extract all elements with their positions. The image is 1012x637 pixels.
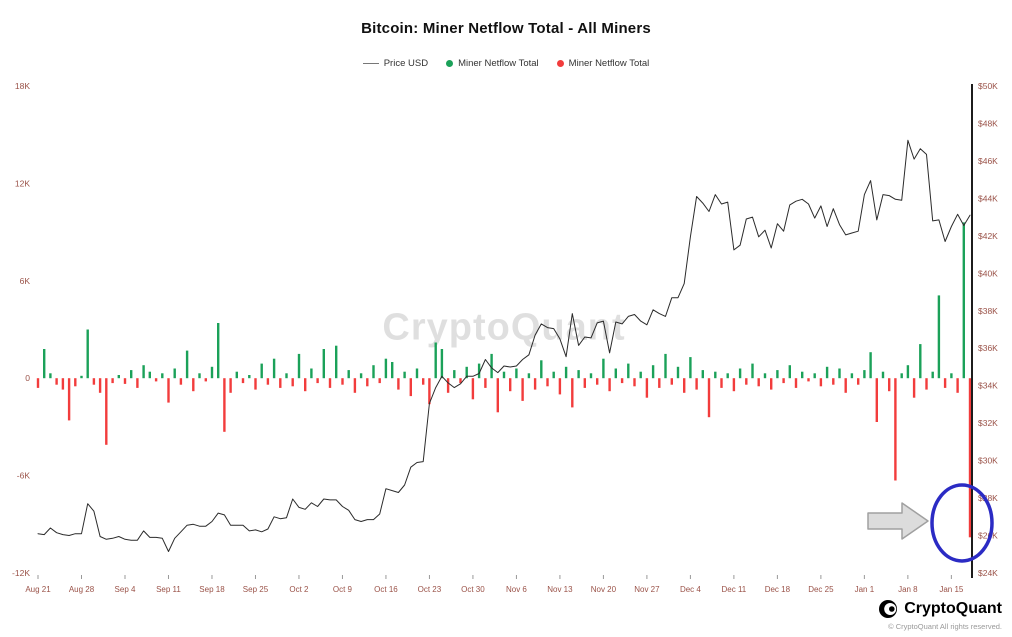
cryptoquant-logo-icon [879,600,898,618]
x-axis-tick: Nov 27 [634,585,660,594]
copyright-text: © CryptoQuant All rights reserved. [888,622,1002,631]
x-axis-tick: Oct 30 [461,585,485,594]
x-axis-tick: Aug 28 [69,585,95,594]
x-axis-tick: Nov 13 [547,585,573,594]
footer: CryptoQuant © CryptoQuant All rights res… [878,599,1002,631]
brand-row: CryptoQuant [878,599,1002,619]
x-axis-tick: Jan 15 [939,585,964,594]
y-axis-left-tick: -12K [12,568,30,578]
netflow-bars [36,222,972,538]
y-axis-right-tick: $42K [978,231,998,241]
y-axis-left: 18K 12K 6K 0 -6K -12K [12,81,30,578]
y-axis-right-tick: $48K [978,118,998,128]
x-axis-tick: Nov 6 [506,585,527,594]
x-axis-tick: Dec 11 [722,585,747,594]
chart-title: Bitcoin: Miner Netflow Total - All Miner… [361,20,651,37]
y-axis-right-tick: $38K [978,306,998,316]
legend-item-netflow-positive: Miner Netflow Total [446,58,539,69]
x-axis-tick: Jan 1 [855,585,875,594]
y-axis-right: $50K $48K $46K $44K $42K $40K $38K $36K $34K $32K… [978,81,998,578]
y-axis-right-tick: $40K [978,268,998,278]
y-axis-left-tick: 12K [15,178,30,188]
x-axis-tick: Dec 25 [808,585,834,594]
x-axis-tick: Oct 2 [289,585,309,594]
y-axis-right-tick: $34K [978,381,998,391]
y-axis-left-tick: 6K [20,276,31,286]
y-axis-left-tick: 18K [15,81,30,91]
x-axis-tick: Dec 18 [765,585,791,594]
y-axis-right-tick: $24K [978,568,998,578]
x-axis-tick: Sep 25 [243,585,269,594]
price-line-marker-icon [362,63,379,64]
x-axis-tick: Nov 20 [591,585,617,594]
x-axis-tick: Sep 11 [156,585,181,594]
price-line [37,139,971,552]
green-dot-icon [446,60,454,67]
y-axis-right-tick: $28K [978,493,998,503]
brand-name: CryptoQuant [904,600,1002,617]
x-axis-tick: Oct 23 [418,585,442,594]
x-axis-tick: Dec 4 [680,585,701,594]
y-axis-right-tick: $30K [978,456,998,466]
y-axis-left-tick: -6K [17,471,31,481]
chart-legend: Price USD Miner Netflow Total Miner Netf… [0,58,1012,69]
x-axis-tick: Sep 18 [199,585,225,594]
legend-label-netflow-positive: Miner Netflow Total [458,58,539,69]
highlight-circle-annotation [930,483,994,563]
y-axis-left-tick: 0 [25,373,30,383]
y-axis-right-tick: $50K [978,81,998,91]
y-axis-right-tick: $32K [978,418,998,428]
x-axis-tick: Jan 8 [898,585,918,594]
legend-item-price: Price USD [362,58,429,69]
legend-item-netflow-negative: Miner Netflow Total [556,58,650,69]
x-axis-tick: Oct 9 [333,585,353,594]
arrow-annotation [867,502,929,540]
y-axis-right-tick: $46K [978,156,998,166]
x-axis-tick: Oct 16 [374,585,398,594]
y-axis-right-tick: $44K [978,193,998,203]
y-axis-right-tick: $36K [978,343,998,353]
x-axis-tick: Aug 21 [25,585,51,594]
y-axis-right-tick: $26K [978,531,998,541]
x-axis: Aug 21 Aug 28 Sep 4 Sep 11 Sep 18 Sep 25 Oct 2… [25,575,964,594]
x-axis-tick: Sep 4 [115,585,136,594]
legend-label-netflow-negative: Miner Netflow Total [568,58,650,69]
red-dot-icon [556,60,564,67]
legend-label-price: Price USD [383,58,429,69]
